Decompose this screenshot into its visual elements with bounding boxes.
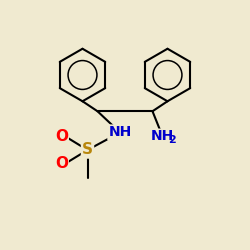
Text: O: O <box>55 156 68 171</box>
Text: O: O <box>55 129 68 144</box>
Text: S: S <box>82 142 93 158</box>
Text: NH: NH <box>151 129 174 143</box>
Text: NH: NH <box>108 126 132 140</box>
Text: 2: 2 <box>168 135 176 145</box>
